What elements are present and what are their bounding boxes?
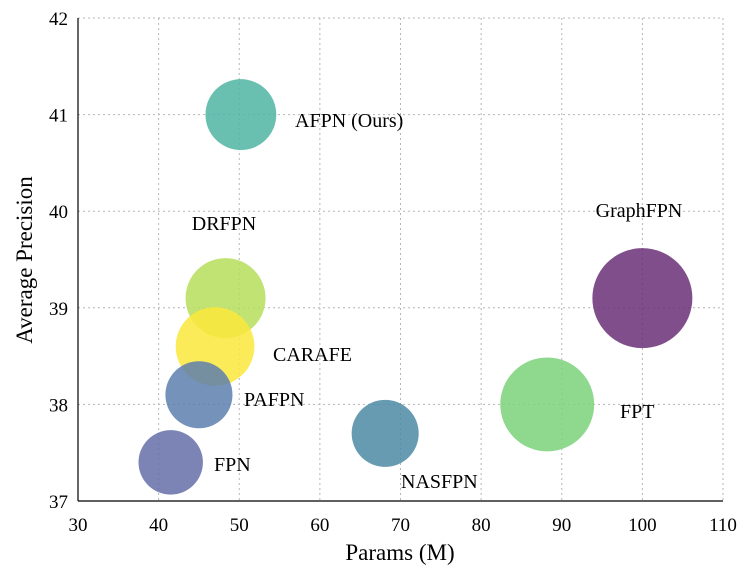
y-tick-label: 39 <box>49 299 68 320</box>
x-tick-label: 100 <box>628 515 657 536</box>
x-tick-label: 80 <box>472 515 491 536</box>
x-tick-label: 70 <box>391 515 410 536</box>
y-tick-labels: 37 38 39 40 41 42 <box>49 9 68 513</box>
point-label: GraphFPN <box>596 200 683 222</box>
bubbles <box>138 79 693 495</box>
x-tick-label: 40 <box>149 515 168 536</box>
point-label: FPT <box>620 401 654 423</box>
bubble-fpn <box>138 430 203 495</box>
y-tick-label: 41 <box>49 106 68 127</box>
axes <box>77 18 723 502</box>
point-label: FPN <box>214 454 251 476</box>
point-label: NASFPN <box>401 471 478 493</box>
point-label: CARAFE <box>273 344 352 366</box>
point-label: DRFPN <box>192 213 256 235</box>
y-tick-label: 42 <box>49 9 68 30</box>
y-tick-label: 38 <box>49 395 68 416</box>
y-tick-label: 40 <box>49 202 68 223</box>
x-tick-label: 50 <box>230 515 249 536</box>
point-label: PAFPN <box>244 389 304 411</box>
bubble-pafpn <box>165 361 233 429</box>
x-tick-labels: 30 40 50 60 70 80 90 100 110 <box>69 515 737 536</box>
bubble-afpn-ours <box>205 79 277 151</box>
y-tick-label: 37 <box>49 492 68 513</box>
x-axis-title: Params (M) <box>345 540 454 565</box>
bubble-nasfpn <box>351 399 419 467</box>
bubble-fpt <box>500 357 595 452</box>
bubble-graphfpn <box>592 248 693 349</box>
x-tick-label: 110 <box>709 515 737 536</box>
y-axis-title: Average Precision <box>12 176 37 344</box>
point-labels: AFPN (Ours) DRFPN CARAFE PAFPN FPN NASFPN FPT G… <box>192 110 683 493</box>
x-tick-label: 90 <box>552 515 571 536</box>
x-tick-label: 60 <box>310 515 329 536</box>
x-tick-label: 30 <box>69 515 88 536</box>
point-label: AFPN (Ours) <box>295 110 403 132</box>
